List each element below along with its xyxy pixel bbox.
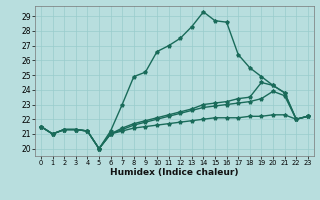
X-axis label: Humidex (Indice chaleur): Humidex (Indice chaleur): [110, 168, 239, 177]
